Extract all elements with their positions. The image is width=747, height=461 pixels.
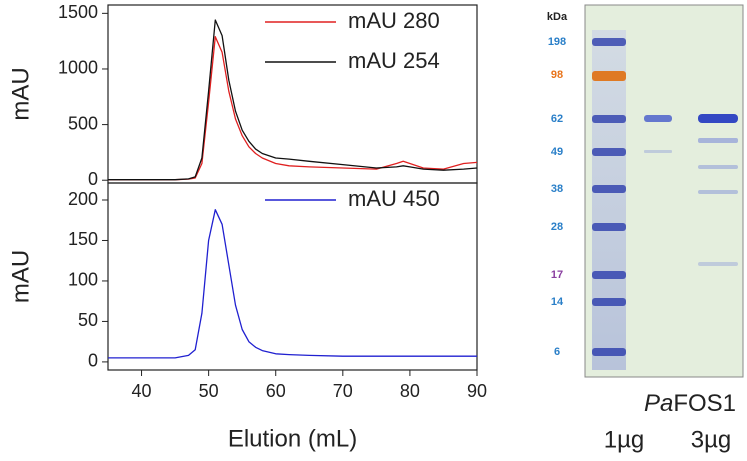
sample-band [698, 165, 738, 169]
legend-label: mAU 280 [348, 8, 440, 33]
plot-area [107, 182, 478, 371]
ladder-band [592, 185, 626, 193]
marker-label: 49 [551, 146, 563, 158]
lane-label: 1µg [604, 426, 645, 453]
y-axis-label: mAU [7, 67, 34, 120]
ladder-band [592, 148, 626, 156]
x-axis-label: Elution (mL) [228, 425, 357, 452]
y-tick-label: 50 [78, 310, 98, 330]
x-tick-label: 90 [467, 381, 487, 401]
marker-label: 14 [551, 296, 564, 308]
y-tick-label: 1000 [58, 58, 98, 78]
x-tick-label: 80 [400, 381, 420, 401]
x-tick-label: 60 [266, 381, 286, 401]
y-tick-label: 200 [68, 189, 98, 209]
caption-italic: Pa [644, 390, 673, 417]
sample-band [698, 190, 738, 194]
ladder-band [592, 298, 626, 306]
sample-band [698, 138, 738, 143]
marker-label: 17 [551, 269, 563, 281]
ladder-band [592, 38, 626, 46]
ladder-band [592, 223, 626, 231]
gel-caption: PaFOS1 [644, 390, 736, 417]
series-line [108, 19, 478, 181]
series-line [108, 36, 478, 181]
series-line [108, 209, 477, 359]
gel: kDa PaFOS1 1µg 3µg 198 98 62 49 38 28 17 14 6 [547, 4, 744, 453]
legend-label: mAU 254 [348, 48, 440, 73]
ladder-lane [592, 30, 626, 370]
y-tick-label: 100 [68, 270, 98, 290]
marker-label: 28 [551, 221, 563, 233]
y-tick-label: 500 [68, 113, 98, 133]
marker-label: 6 [554, 346, 560, 358]
ladder-band [592, 348, 626, 356]
lane-label: 3µg [691, 426, 732, 453]
sample-band [644, 150, 672, 153]
x-tick-label: 70 [333, 381, 353, 401]
legend-label: mAU 450 [348, 186, 440, 211]
sample-band [698, 114, 738, 123]
marker-label: 62 [551, 113, 563, 125]
y-axis-label: mAU [7, 250, 34, 303]
ladder-band [592, 271, 626, 279]
sample-band [698, 262, 738, 266]
ladder-band [592, 71, 626, 81]
x-tick-label: 40 [132, 381, 152, 401]
y-tick-label: 0 [88, 169, 98, 189]
x-tick-label: 50 [199, 381, 219, 401]
marker-label: 198 [548, 36, 566, 48]
y-tick-label: 150 [68, 229, 98, 249]
sample-band [644, 115, 672, 122]
gel-unit: kDa [547, 11, 568, 23]
y-tick-label: 1500 [58, 2, 98, 22]
marker-label: 38 [551, 183, 563, 195]
y-tick-label: 0 [88, 351, 98, 371]
marker-label: 98 [551, 69, 563, 81]
caption-rest: FOS1 [673, 390, 736, 417]
ladder-band [592, 115, 626, 123]
